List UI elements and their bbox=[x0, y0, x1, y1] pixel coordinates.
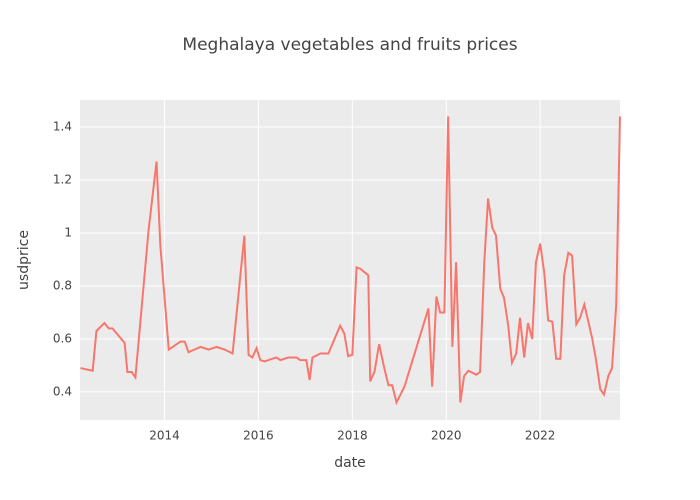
x-tick-label: 2016 bbox=[243, 429, 274, 443]
plot-background bbox=[80, 100, 620, 420]
x-tick-label: 2020 bbox=[431, 429, 462, 443]
x-tick-label: 2022 bbox=[525, 429, 556, 443]
y-tick-label: 0.8 bbox=[53, 278, 72, 292]
y-axis-title: usdprice bbox=[16, 230, 32, 290]
y-tick-label: 0.6 bbox=[53, 331, 72, 345]
y-tick-label: 0.4 bbox=[53, 384, 72, 398]
chart-title: Meghalaya vegetables and fruits prices bbox=[182, 35, 517, 55]
x-tick-label: 2018 bbox=[337, 429, 368, 443]
y-tick-label: 1.4 bbox=[53, 120, 72, 134]
y-tick-label: 1 bbox=[64, 225, 72, 239]
x-tick-label: 2014 bbox=[149, 429, 180, 443]
y-tick-label: 1.2 bbox=[53, 173, 72, 187]
x-axis-title: date bbox=[334, 455, 366, 471]
data-line bbox=[80, 116, 621, 406]
